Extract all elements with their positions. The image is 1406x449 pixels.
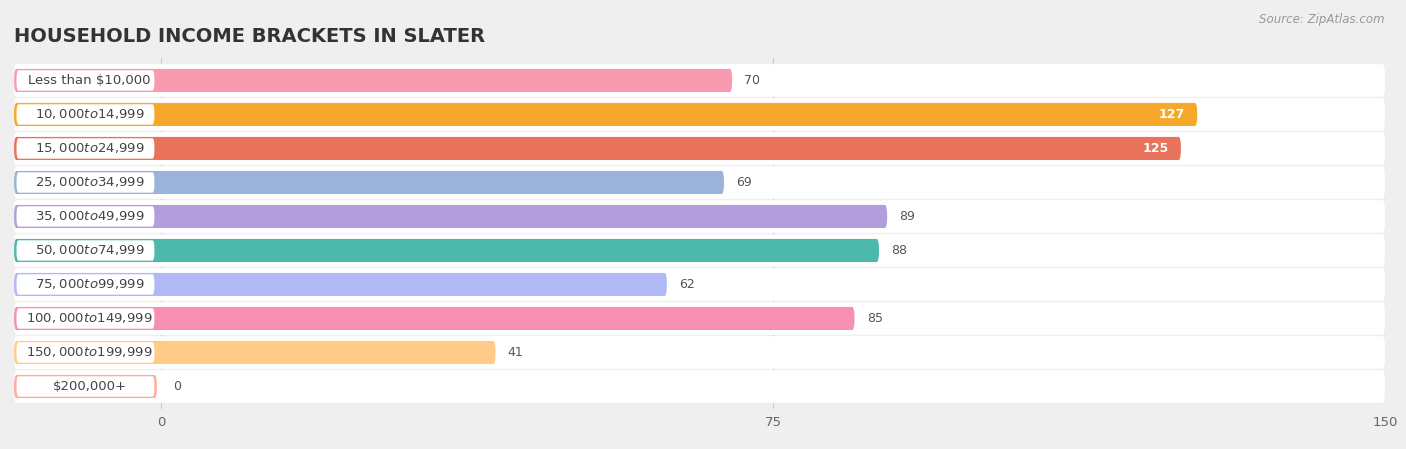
Text: Source: ZipAtlas.com: Source: ZipAtlas.com bbox=[1260, 13, 1385, 26]
FancyBboxPatch shape bbox=[17, 206, 155, 227]
FancyBboxPatch shape bbox=[14, 103, 1198, 126]
Text: $200,000+: $200,000+ bbox=[52, 380, 127, 393]
FancyBboxPatch shape bbox=[14, 166, 1385, 199]
FancyBboxPatch shape bbox=[14, 302, 1385, 335]
Text: 125: 125 bbox=[1143, 142, 1168, 155]
Text: $150,000 to $199,999: $150,000 to $199,999 bbox=[27, 345, 153, 360]
Text: 70: 70 bbox=[744, 74, 761, 87]
Text: 69: 69 bbox=[737, 176, 752, 189]
Text: 85: 85 bbox=[866, 312, 883, 325]
FancyBboxPatch shape bbox=[14, 132, 1385, 165]
Text: 41: 41 bbox=[508, 346, 523, 359]
FancyBboxPatch shape bbox=[17, 342, 155, 363]
Text: 62: 62 bbox=[679, 278, 695, 291]
FancyBboxPatch shape bbox=[14, 307, 855, 330]
FancyBboxPatch shape bbox=[14, 137, 1181, 160]
FancyBboxPatch shape bbox=[17, 70, 155, 91]
Text: 127: 127 bbox=[1159, 108, 1185, 121]
FancyBboxPatch shape bbox=[17, 172, 155, 193]
FancyBboxPatch shape bbox=[17, 308, 155, 329]
Text: HOUSEHOLD INCOME BRACKETS IN SLATER: HOUSEHOLD INCOME BRACKETS IN SLATER bbox=[14, 26, 485, 46]
Text: $25,000 to $34,999: $25,000 to $34,999 bbox=[35, 176, 145, 189]
FancyBboxPatch shape bbox=[14, 268, 1385, 301]
FancyBboxPatch shape bbox=[17, 274, 155, 295]
FancyBboxPatch shape bbox=[14, 205, 887, 228]
FancyBboxPatch shape bbox=[14, 234, 1385, 267]
FancyBboxPatch shape bbox=[14, 64, 1385, 97]
FancyBboxPatch shape bbox=[14, 341, 495, 364]
Text: $100,000 to $149,999: $100,000 to $149,999 bbox=[27, 312, 153, 326]
FancyBboxPatch shape bbox=[14, 69, 733, 92]
FancyBboxPatch shape bbox=[14, 200, 1385, 233]
FancyBboxPatch shape bbox=[17, 240, 155, 261]
Text: $35,000 to $49,999: $35,000 to $49,999 bbox=[35, 210, 145, 224]
FancyBboxPatch shape bbox=[14, 239, 879, 262]
Text: 0: 0 bbox=[173, 380, 181, 393]
FancyBboxPatch shape bbox=[14, 98, 1385, 131]
Text: 88: 88 bbox=[891, 244, 907, 257]
Text: Less than $10,000: Less than $10,000 bbox=[28, 74, 150, 87]
FancyBboxPatch shape bbox=[14, 375, 157, 398]
Text: $75,000 to $99,999: $75,000 to $99,999 bbox=[35, 277, 145, 291]
Text: $50,000 to $74,999: $50,000 to $74,999 bbox=[35, 243, 145, 257]
FancyBboxPatch shape bbox=[17, 138, 155, 158]
Text: 89: 89 bbox=[900, 210, 915, 223]
FancyBboxPatch shape bbox=[17, 104, 155, 125]
Text: $10,000 to $14,999: $10,000 to $14,999 bbox=[35, 107, 145, 122]
Text: $15,000 to $24,999: $15,000 to $24,999 bbox=[35, 141, 145, 155]
FancyBboxPatch shape bbox=[14, 336, 1385, 369]
FancyBboxPatch shape bbox=[14, 171, 724, 194]
FancyBboxPatch shape bbox=[17, 376, 155, 396]
FancyBboxPatch shape bbox=[14, 370, 1385, 403]
FancyBboxPatch shape bbox=[14, 273, 666, 296]
